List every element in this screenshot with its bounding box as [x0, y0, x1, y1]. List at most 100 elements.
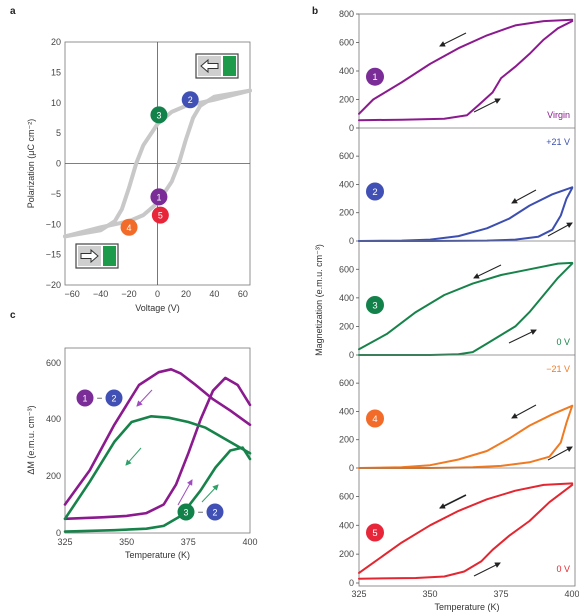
- state-badge-circle: [120, 218, 138, 236]
- c-green-cooling-arrow: [125, 447, 142, 466]
- panel-a-x-tick: −20: [121, 289, 136, 299]
- state-badge-circle: [206, 503, 224, 521]
- panel-c-chart: 325 350 375 400 0 200 400 600 Temperatur…: [26, 347, 258, 560]
- panel-b-state-badge-2: 2: [366, 182, 384, 201]
- panel-b-y-tick: 0: [349, 236, 354, 246]
- panel-c-y-ticks: 0 200 400 600: [46, 358, 61, 538]
- panel-c-y-tick: 400: [46, 414, 61, 424]
- state-badge-circle: [366, 523, 384, 542]
- b2-heating-arrow: [547, 222, 573, 237]
- panel-a-x-ticks: −60 −40 −20 0 20 40 60: [64, 289, 247, 299]
- panel-a-y-tick: −10: [46, 219, 61, 229]
- state-badge-circle: [76, 389, 94, 407]
- panel-c-x-tick: 400: [242, 537, 257, 547]
- panel-c-y-tick: 600: [46, 358, 61, 368]
- b5-cooling-arrow: [439, 494, 467, 509]
- panel-b-y-tick: 0: [349, 463, 354, 473]
- panel-b-x-tick: 375: [493, 589, 508, 599]
- condition-label: 0 V: [556, 564, 570, 574]
- panel-a-y-tick: 15: [51, 67, 61, 77]
- state-badge-label: 1: [372, 72, 377, 83]
- state-badge-label: 2: [188, 95, 193, 105]
- panel-c-direction-arrows: [125, 389, 219, 506]
- state-badge-label: 5: [372, 528, 377, 539]
- magnetization-heating-curve: [358, 187, 574, 242]
- magnetization-cooling-curve: [358, 482, 574, 574]
- state-marker-2: 2: [181, 91, 199, 109]
- magnetization-heating-curve: [358, 20, 574, 122]
- legend-badge-3: 3: [177, 503, 195, 521]
- panel-c-curves: [63, 368, 252, 533]
- b4-heating-arrow: [547, 446, 573, 461]
- panel-c-x-tick: 375: [181, 537, 196, 547]
- panel-b-y-tick: 200: [339, 208, 354, 218]
- panel-a-x-tick: 40: [209, 289, 219, 299]
- state-badge-label: 2: [112, 394, 117, 404]
- delta-m-purple-cooling-curve: [63, 368, 252, 506]
- panel-b-y-tick: 600: [339, 38, 354, 48]
- panel-b-y-tick: 200: [339, 435, 354, 445]
- panel-c-frame: [64, 347, 251, 534]
- c-purple-cooling-arrow: [136, 389, 153, 407]
- legend-operator: −: [97, 394, 103, 405]
- panel-b-y-tick: 0: [349, 578, 354, 588]
- legend-badge-1: 1: [76, 389, 94, 407]
- state-badge-circle: [105, 389, 123, 407]
- panel-b-y-tick: 400: [339, 66, 354, 76]
- magnetization-cooling-curve: [358, 186, 574, 242]
- state-marker-4: 4: [120, 218, 138, 236]
- state-badge-label: 2: [372, 187, 377, 198]
- panel-b-state-badge-3: 3: [366, 296, 384, 314]
- state-badge-label: 1: [83, 394, 88, 404]
- delta-m-green-cooling-curve: [63, 415, 252, 521]
- panel-b-subpanel-4: 0 200 400 600 4 −21 V: [339, 354, 575, 473]
- delta-m-purple-heating-curve: [63, 376, 252, 521]
- magnetization-heating-curve: [358, 262, 574, 356]
- panel-b-subpanel-2: 0 200 400 600 2 +21 V: [339, 127, 575, 246]
- magnetization-heating-curve: [358, 483, 574, 580]
- legend-operator: −: [198, 508, 204, 519]
- panel-a-x-axis-label: Voltage (V): [135, 303, 180, 313]
- panel-b-x-tick: 350: [422, 589, 437, 599]
- state-badge-circle: [181, 91, 199, 109]
- panel-b-y-tick: 600: [339, 151, 354, 161]
- panel-c-legend: 1−23−2: [76, 389, 224, 521]
- panel-c-legend-entry: 1−2: [76, 389, 123, 407]
- panel-b-y-tick: 600: [339, 264, 354, 274]
- condition-label: Virgin: [547, 110, 570, 120]
- state-badge-circle: [366, 409, 384, 428]
- panel-b-subpanel-5: 0 200 400 600 5 0 V: [339, 467, 575, 588]
- panel-c-legend-entry: 3−2: [177, 503, 224, 521]
- state-badge-label: 5: [158, 211, 163, 221]
- condition-label: −21 V: [546, 364, 570, 374]
- panel-b-subpanel-1: 0 200 400 600 800 1 Virgin: [339, 9, 574, 133]
- switch-left-arrow-icon: [195, 53, 239, 79]
- panel-a-y-axis-label: Polarization (μC cm⁻²): [26, 119, 36, 208]
- state-badge-circle: [150, 106, 168, 124]
- condition-label: 0 V: [556, 337, 570, 347]
- state-badge-label: 1: [156, 192, 161, 202]
- b4-cooling-arrow: [511, 404, 537, 419]
- panel-b-y-tick: 600: [339, 378, 354, 388]
- panel-b-subpanel-3: 0 200 400 600 3 0 V: [339, 240, 575, 360]
- state-badge-circle: [177, 503, 195, 521]
- panel-c-x-ticks: 325 350 375 400: [57, 537, 257, 547]
- panel-b-y-tick: 400: [339, 179, 354, 189]
- panel-a-state-markers: 1 2 3 4 5: [120, 91, 199, 236]
- panel-b-y-tick: 0: [349, 123, 354, 133]
- panel-a-y-tick: 10: [51, 98, 61, 108]
- b2-cooling-arrow: [511, 189, 537, 204]
- state-badge-label: 3: [372, 301, 377, 312]
- panel-b-state-badge-4: 4: [366, 409, 384, 428]
- panel-b-y-tick: 800: [339, 9, 354, 19]
- state-badge-label: 3: [184, 508, 189, 518]
- panel-b-y-tick: 400: [339, 520, 354, 530]
- state-badge-label: 4: [372, 414, 377, 425]
- panel-a-y-tick: −20: [46, 280, 61, 290]
- state-badge-circle: [366, 182, 384, 201]
- state-marker-3: 3: [150, 106, 168, 124]
- legend-badge-2: 2: [105, 389, 123, 407]
- state-badge-label: 2: [213, 508, 218, 518]
- magnetization-cooling-curve: [358, 404, 574, 469]
